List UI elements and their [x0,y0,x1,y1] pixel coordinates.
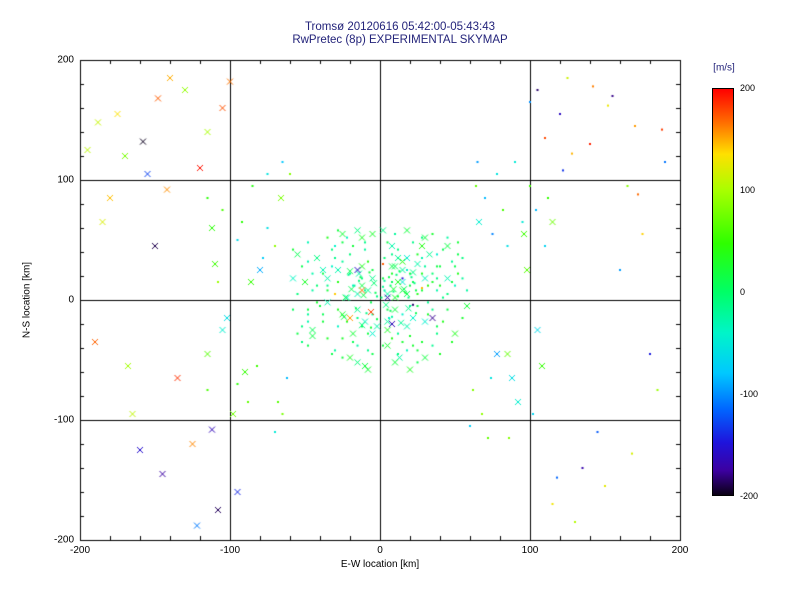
y-tick-label: -100 [53,414,74,426]
x-tick-label: 0 [377,545,383,556]
colorbar-tick-label: -100 [740,389,759,399]
x-tick-label: -100 [219,545,241,556]
colorbar-unit-label: [m/s] [713,62,735,74]
colorbar-tick-label: 0 [740,287,746,297]
x-tick-label: 200 [671,545,689,556]
colorbar-tick-label: -200 [740,491,759,501]
x-tick-label: 100 [521,545,539,556]
x-axis-label: E-W location [km] [340,559,420,570]
colorbar-tick-label: 100 [740,185,756,195]
plot-subtitle: RwPretec (8p) EXPERIMENTAL SKYMAP [292,34,508,46]
y-tick-label: 100 [57,174,74,186]
colorbar [712,88,734,496]
plot-title: Tromsø 20120616 05:42:00-05:43:43 [304,21,496,33]
x-tick-label: -200 [69,545,91,556]
y-tick-label: 0 [68,294,74,306]
y-tick-label: 200 [57,54,74,66]
colorbar-tick-label: 200 [740,83,756,93]
y-axis-label: N-S location [km] [21,261,33,339]
y-tick-label: -200 [53,534,74,546]
